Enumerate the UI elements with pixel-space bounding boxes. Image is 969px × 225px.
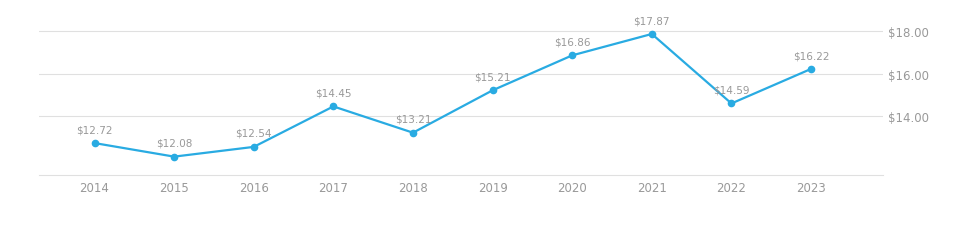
Text: $16.86: $16.86	[553, 37, 590, 47]
Text: $16.22: $16.22	[792, 51, 828, 61]
Text: $14.45: $14.45	[315, 88, 351, 98]
Text: $14.59: $14.59	[712, 85, 749, 95]
Text: $13.21: $13.21	[394, 114, 431, 124]
Text: $12.54: $12.54	[235, 128, 271, 138]
Text: $17.87: $17.87	[633, 16, 670, 26]
Text: $15.21: $15.21	[474, 72, 511, 82]
Text: $12.72: $12.72	[77, 125, 112, 135]
Text: $12.08: $12.08	[156, 138, 192, 148]
